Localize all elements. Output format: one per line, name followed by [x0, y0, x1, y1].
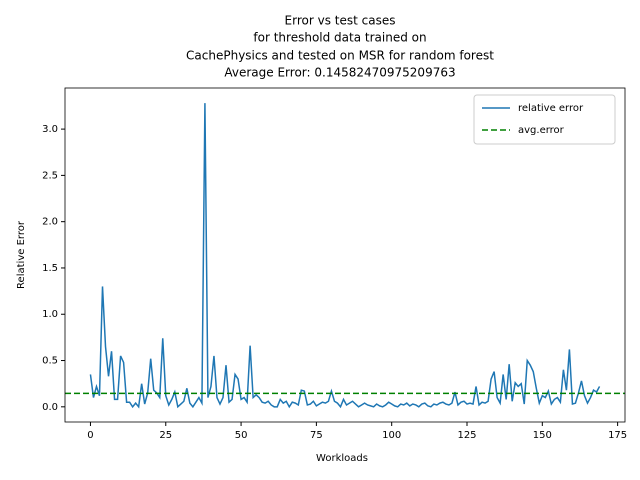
y-tick-label: 2.5	[42, 170, 58, 181]
x-tick-label: 125	[457, 430, 476, 441]
y-tick-label: 2.0	[42, 217, 58, 228]
plot-frame	[64, 87, 626, 423]
legend-label: relative error	[518, 103, 584, 114]
chart-title: for threshold data trained on	[253, 31, 426, 45]
x-tick-label: 175	[608, 430, 627, 441]
chart-title: Error vs test cases	[285, 14, 396, 28]
data-line	[89, 103, 601, 409]
x-axis-label: Workloads	[316, 453, 368, 464]
chart-title: Average Error: 0.14582470975209763	[224, 66, 455, 80]
y-tick-label: 1.0	[42, 309, 58, 320]
x-tick-label: 0	[87, 430, 93, 441]
x-tick-label: 100	[382, 430, 401, 441]
x-tick-label: 50	[235, 430, 248, 441]
y-tick-label: 1.5	[42, 263, 58, 274]
legend-label: avg.error	[518, 125, 565, 136]
y-tick-label: 3.0	[42, 124, 58, 135]
x-tick-label: 75	[310, 430, 323, 441]
x-tick-label: 25	[159, 430, 172, 441]
y-tick-label: 0.0	[42, 402, 58, 413]
chart-title: CachePhysics and tested on MSR for rando…	[186, 49, 494, 63]
y-tick-label: 0.5	[42, 356, 58, 367]
y-axis-label: Relative Error	[16, 220, 27, 289]
x-tick-label: 150	[533, 430, 552, 441]
